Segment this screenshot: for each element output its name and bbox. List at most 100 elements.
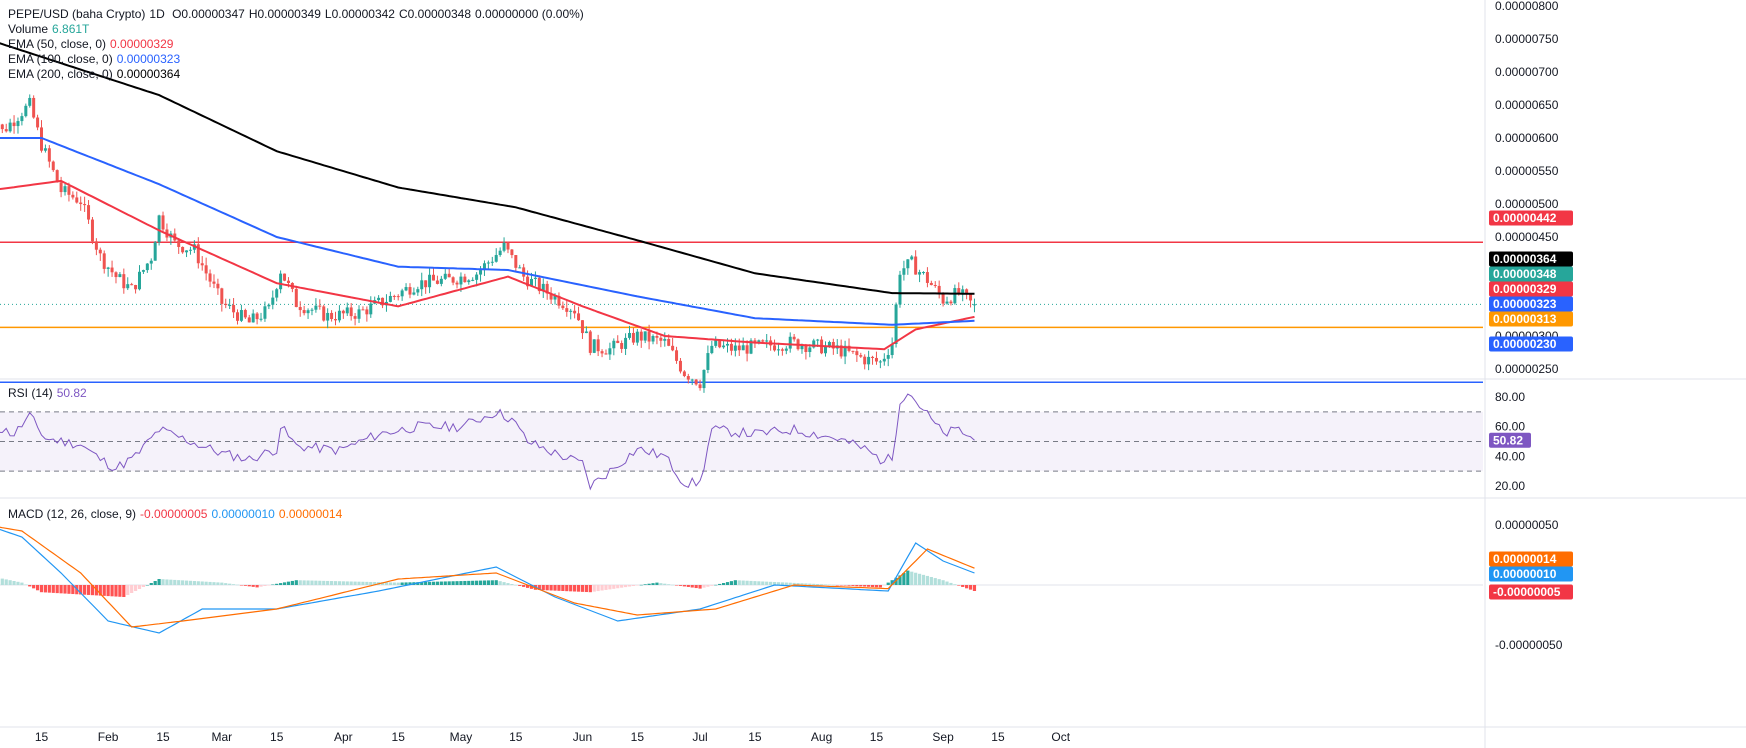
ema50-value: 0.00000329 (110, 37, 174, 51)
candle-body (871, 356, 875, 358)
macd-histogram-bar (678, 585, 683, 586)
macd-hist-value: -0.00000005 (140, 507, 208, 521)
price-axis-tick: 0.00000650 (1495, 98, 1559, 112)
candle-body (239, 310, 243, 321)
candle-body (863, 356, 867, 365)
candle-body (475, 274, 479, 280)
candle-body (275, 289, 279, 298)
macd-histogram-bar (192, 581, 196, 585)
macd-histogram-bar (851, 585, 855, 586)
macd-histogram-bar (596, 585, 600, 592)
rsi-line (0, 393, 975, 491)
macd-histogram-bar (639, 584, 643, 586)
macd-value-tag (1489, 584, 1573, 600)
macd-histogram-bar (459, 581, 463, 585)
price-axis-tick: 0.00000550 (1495, 164, 1559, 178)
macd-histogram-bar (380, 582, 385, 585)
macd-label: MACD (12, 26, close, 9) (8, 507, 137, 521)
macd-histogram-bar (333, 581, 338, 585)
candle-body (737, 345, 741, 351)
macd-histogram-bar (906, 570, 910, 585)
macd-histogram-bar (945, 581, 949, 585)
candle-body (522, 267, 526, 277)
macd-histogram-bar (925, 575, 930, 585)
open-value: O0.00000347 (172, 7, 245, 21)
rsi-value-tag-label: 50.82 (1493, 433, 1523, 447)
macd-histogram-bar (545, 585, 549, 591)
candle-body (67, 186, 71, 195)
candle-body (224, 303, 228, 306)
macd-histogram-bar (757, 581, 761, 585)
candle-body (647, 331, 651, 342)
candle-body (969, 293, 973, 301)
candle-body (377, 297, 381, 301)
candle-body (682, 371, 686, 377)
candles (0, 94, 976, 393)
macd-histogram-bar (659, 583, 663, 585)
macd-histogram-bar (43, 585, 48, 593)
candle-body (726, 343, 729, 346)
macd-histogram-bar (86, 585, 91, 595)
candle-body (902, 268, 906, 275)
macd-histogram-bar (600, 585, 604, 591)
candle-body (79, 202, 83, 205)
macd-histogram-bar (921, 574, 926, 585)
time-axis-tick: 15 (991, 730, 1005, 744)
macd-histogram-bar (51, 585, 55, 593)
candle-body (510, 249, 514, 256)
rsi-axis-tick: 60.00 (1495, 420, 1525, 434)
time-axis-tick: 15 (392, 730, 406, 744)
symbol-name[interactable]: PEPE/USD (baha Crypto) (8, 7, 146, 21)
volume-row[interactable]: Volume 6.861T (8, 22, 588, 37)
macd-histogram-bar (400, 582, 404, 585)
macd-histogram-bar (604, 585, 608, 590)
macd-histogram-bar (47, 585, 51, 593)
candle-body (314, 305, 318, 310)
macd-histogram-bar (957, 585, 961, 586)
candle-body (788, 336, 792, 349)
ema100-label: EMA (100, close, 0) (8, 52, 113, 66)
candle-body (628, 332, 631, 338)
candle-body (706, 353, 710, 370)
macd-histogram-bar (212, 582, 216, 585)
ema50-label: EMA (50, close, 0) (8, 37, 107, 51)
time-axis-tick: 15 (631, 730, 645, 744)
macd-histogram-bar (310, 580, 314, 585)
macd-histogram-bar (812, 583, 816, 585)
macd-histogram-bar (792, 582, 796, 585)
macd-histogram-bar (506, 583, 510, 585)
candle-body (216, 283, 220, 289)
time-axis-tick: Oct (1051, 730, 1070, 744)
candle-body (447, 273, 451, 278)
ema50-row[interactable]: EMA (50, close, 0) 0.00000329 (8, 37, 588, 52)
candle-body (490, 261, 494, 263)
candle-body (185, 250, 189, 253)
macd-histogram-bar (870, 585, 875, 587)
macd-histogram-bar (816, 584, 820, 585)
rsi-legend[interactable]: RSI (14) 50.82 (8, 386, 91, 400)
macd-histogram-bar (133, 585, 138, 591)
price-axis-tick: 0.00000800 (1495, 0, 1559, 13)
candle-body (729, 343, 733, 351)
candle-body (859, 355, 863, 357)
macd-histogram-bar (28, 585, 32, 587)
macd-signal-value: 0.00000014 (278, 507, 343, 521)
macd-histogram-bar (917, 573, 922, 585)
candle-body (596, 339, 600, 352)
price-tag (1489, 281, 1573, 297)
candle-body (188, 249, 192, 251)
price-tag-label: 0.00000313 (1493, 312, 1557, 326)
macd-histogram-bar (518, 585, 522, 586)
macd-histogram-bar (63, 585, 67, 594)
candle-body (145, 263, 149, 271)
macd-legend[interactable]: MACD (12, 26, close, 9) -0.00000005 0.0000… (8, 507, 346, 521)
ema100-row[interactable]: EMA (100, close, 0) 0.00000323 (8, 52, 588, 67)
macd-histogram-bar (741, 580, 745, 585)
price-axis-tick: 0.00000600 (1495, 131, 1559, 145)
candle-body (565, 308, 569, 312)
ema200-row[interactable]: EMA (200, close, 0) 0.00000364 (8, 67, 588, 82)
candle-body (643, 331, 647, 341)
macd-histogram-bar (471, 580, 475, 585)
rsi-axis-tick: 40.00 (1495, 449, 1525, 463)
